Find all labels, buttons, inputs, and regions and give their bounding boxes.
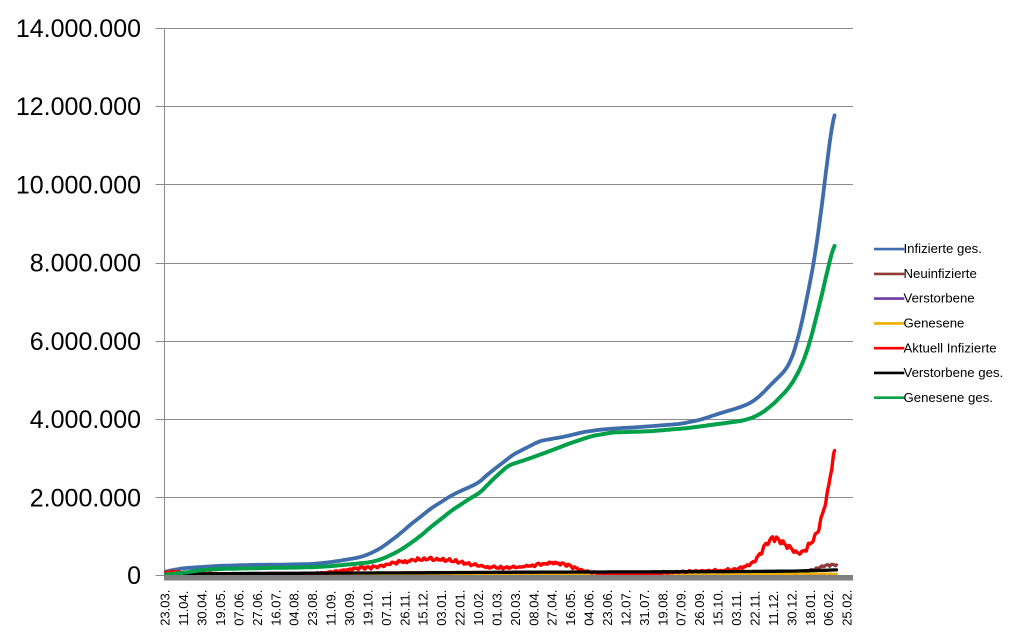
svg-text:31.07.: 31.07. xyxy=(637,590,652,626)
svg-text:19.08.: 19.08. xyxy=(655,590,670,626)
svg-text:23.03.: 23.03. xyxy=(158,590,173,626)
svg-text:08.04.: 08.04. xyxy=(526,590,541,626)
svg-text:22.11.: 22.11. xyxy=(748,591,763,626)
svg-text:25.02.: 25.02. xyxy=(840,590,855,626)
svg-text:11.09.: 11.09. xyxy=(324,591,339,626)
svg-text:14.000.000: 14.000.000 xyxy=(16,15,141,43)
svg-text:22.01.: 22.01. xyxy=(453,590,468,626)
svg-text:Infizierte ges.: Infizierte ges. xyxy=(904,241,982,256)
svg-text:07.09.: 07.09. xyxy=(674,590,689,626)
svg-text:15.12.: 15.12. xyxy=(416,590,431,626)
svg-text:27.06.: 27.06. xyxy=(250,590,265,626)
svg-text:30.04.: 30.04. xyxy=(195,590,210,626)
svg-text:27.04.: 27.04. xyxy=(545,590,560,626)
svg-text:6.000.000: 6.000.000 xyxy=(30,328,141,356)
svg-text:26.11.: 26.11. xyxy=(397,591,412,626)
svg-text:Genesene ges.: Genesene ges. xyxy=(904,390,993,405)
svg-text:03.01.: 03.01. xyxy=(434,590,449,626)
svg-text:23.06.: 23.06. xyxy=(600,590,615,626)
svg-text:Verstorbene: Verstorbene xyxy=(904,291,975,306)
svg-text:11.04.: 11.04. xyxy=(176,591,191,626)
svg-text:11.12.: 11.12. xyxy=(766,591,781,626)
svg-text:10.02.: 10.02. xyxy=(471,590,486,626)
svg-text:4.000.000: 4.000.000 xyxy=(30,406,141,434)
svg-text:01.03.: 01.03. xyxy=(489,590,504,626)
svg-text:15.10.: 15.10. xyxy=(711,590,726,626)
svg-text:19.05.: 19.05. xyxy=(213,590,228,626)
svg-text:8.000.000: 8.000.000 xyxy=(30,250,141,278)
svg-text:2.000.000: 2.000.000 xyxy=(30,484,141,512)
svg-text:03.11.: 03.11. xyxy=(729,591,744,626)
svg-text:30.09.: 30.09. xyxy=(342,590,357,626)
svg-text:0: 0 xyxy=(127,562,141,590)
svg-text:19.10.: 19.10. xyxy=(360,590,375,626)
svg-text:Neuinfizierte: Neuinfizierte xyxy=(904,266,977,281)
svg-text:Aktuell Infizierte: Aktuell Infizierte xyxy=(904,340,997,355)
svg-text:16.07.: 16.07. xyxy=(268,590,283,626)
svg-text:18.01.: 18.01. xyxy=(803,590,818,626)
svg-text:07.11.: 07.11. xyxy=(379,591,394,626)
svg-text:16.05.: 16.05. xyxy=(563,590,578,626)
svg-text:26.09.: 26.09. xyxy=(692,590,707,626)
svg-text:07.06.: 07.06. xyxy=(231,590,246,626)
svg-text:20.03.: 20.03. xyxy=(508,590,523,626)
svg-text:04.06.: 04.06. xyxy=(582,590,597,626)
svg-text:04.08.: 04.08. xyxy=(287,590,302,626)
svg-text:12.07.: 12.07. xyxy=(619,590,634,626)
svg-text:12.000.000: 12.000.000 xyxy=(16,93,141,121)
svg-text:23.08.: 23.08. xyxy=(305,590,320,626)
svg-text:Verstorbene ges.: Verstorbene ges. xyxy=(904,365,1004,380)
svg-text:30.12.: 30.12. xyxy=(784,590,799,626)
svg-text:06.02.: 06.02. xyxy=(821,590,836,626)
svg-text:10.000.000: 10.000.000 xyxy=(16,171,141,199)
svg-text:Genesene: Genesene xyxy=(904,316,965,331)
